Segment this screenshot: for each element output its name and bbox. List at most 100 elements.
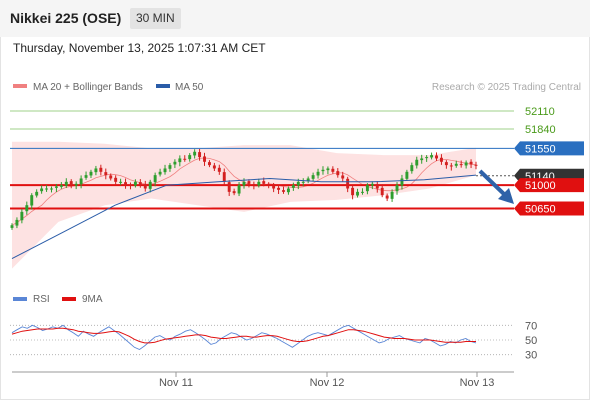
candle-body (464, 162, 468, 166)
candle-body (351, 187, 355, 196)
candle-body (50, 188, 53, 190)
level-tag (514, 201, 584, 216)
candle-body (425, 157, 429, 159)
price-legend: MA 20 + Bollinger Bands MA 50 Research ©… (13, 82, 581, 93)
level-label-51550: 51550 (514, 141, 584, 156)
level-text: 51000 (525, 180, 556, 192)
candle-body (410, 165, 414, 172)
candle-body (262, 181, 266, 184)
candle-body (370, 183, 374, 186)
candle-body (193, 151, 197, 156)
timeframe-badge[interactable]: 30 MIN (130, 8, 181, 29)
chart-header: Nikkei 225 (OSE) 30 MIN (0, 0, 590, 37)
candle-body (30, 195, 34, 206)
rsi-legend: RSI 9MA (13, 294, 103, 305)
candle-body (104, 172, 108, 176)
candle-body (286, 188, 290, 193)
level-label-50650: 50650 (514, 201, 584, 216)
candle-body (74, 183, 78, 186)
candle-body (109, 175, 113, 179)
candle-body (64, 181, 68, 186)
level-tag (514, 141, 584, 156)
candle-body (439, 157, 443, 162)
candle-body (400, 178, 404, 186)
rsi-legend-label: RSI (33, 294, 50, 305)
level-text: 51840 (525, 124, 556, 136)
candle-body (163, 168, 167, 173)
candle-body (183, 158, 187, 160)
ma50-legend-swatch (156, 84, 170, 88)
rsi-tick-label: 70 (525, 320, 537, 332)
ma50-path (11, 174, 477, 260)
candle-body (296, 181, 300, 186)
candle-body (153, 175, 157, 183)
candle-body (203, 156, 206, 162)
level-label-51000: 51000 (514, 178, 584, 193)
candle-body (59, 185, 63, 187)
candle-body (79, 178, 83, 185)
candle-body (119, 181, 123, 183)
rsi-series-9MA (11, 327, 476, 344)
rsi-tick-label: 50 (525, 335, 537, 347)
candle-body (331, 168, 335, 172)
candle-body (321, 169, 325, 172)
rsi-series-RSI (11, 324, 477, 351)
candle-body (356, 191, 359, 196)
candle-body (435, 155, 438, 159)
forecast-arrow (478, 169, 514, 204)
timestamp: Thursday, November 13, 2025 1:07:31 AM C… (13, 41, 266, 55)
x-tick-label: Nov 11 (159, 377, 193, 389)
candle-body (99, 167, 103, 172)
candle-body (143, 184, 147, 189)
candle-body (449, 165, 453, 167)
bollinger-legend-swatch (13, 84, 27, 88)
ma50-legend-label: MA 50 (175, 82, 204, 93)
x-axis: Nov 11 Nov 12 Nov 13 (12, 371, 514, 389)
candle-body (341, 175, 345, 179)
candle-body (217, 167, 221, 172)
candle-body (198, 152, 202, 158)
level-label-52110: 52110 (525, 106, 555, 118)
candle-body (173, 161, 177, 165)
ma9-legend-swatch (62, 297, 76, 301)
x-tick-label: Nov 12 (310, 377, 345, 389)
level-text: 50650 (525, 204, 556, 216)
copyright-text: Research © 2025 Trading Central (432, 82, 581, 93)
level-text: 51550 (525, 143, 556, 155)
candle-body (380, 187, 384, 196)
candle-body (267, 184, 271, 186)
bollinger-fill (12, 141, 476, 269)
candle-body (178, 158, 182, 163)
candle-body (390, 191, 394, 199)
candle-body (252, 184, 256, 186)
bollinger-legend-label: MA 20 + Bollinger Bands (33, 82, 143, 93)
candle-body (395, 185, 399, 192)
key-levels (10, 110, 514, 210)
level-text: 52110 (525, 106, 555, 118)
candle-body (474, 164, 478, 166)
candle-body (277, 187, 281, 190)
candles (10, 149, 478, 230)
candle-body (316, 171, 320, 176)
candle-body (188, 155, 192, 160)
candle-body (361, 191, 364, 193)
candle-body (15, 219, 19, 226)
rsi-legend-swatch (13, 297, 27, 301)
rsi-panel: 70 50 30 (10, 320, 537, 362)
candle-body (232, 191, 236, 194)
candle-body (346, 178, 350, 189)
candle-body (40, 188, 44, 192)
candle-body (444, 162, 448, 166)
candle-body (158, 171, 162, 175)
candle-body (138, 182, 142, 186)
candle-body (227, 182, 231, 192)
candle-body (129, 184, 132, 186)
candle-body (89, 171, 93, 176)
candle-body (10, 225, 14, 228)
candle-body (222, 172, 226, 182)
candle-body (459, 164, 463, 166)
candle-body (301, 181, 305, 183)
level-label-51840: 51840 (525, 124, 556, 136)
candle-body (405, 171, 409, 179)
